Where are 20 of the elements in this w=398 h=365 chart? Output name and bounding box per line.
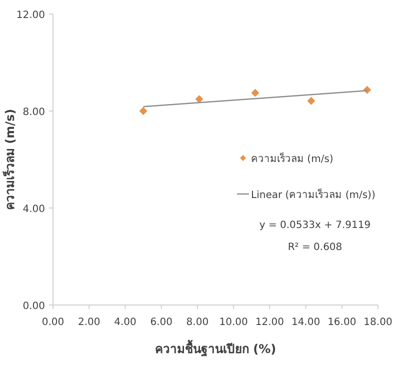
annotation: y = 0.0533x + 7.9119: [259, 220, 371, 231]
legend-label: Linear (ความเร็วลม (m/s)): [251, 187, 376, 201]
x-tick-label: 4.00: [114, 317, 136, 328]
x-tick-label: 16.00: [328, 317, 356, 328]
y-axis-title: ความเร็วลม (m/s): [2, 108, 17, 210]
y-tick-label: 0.00: [22, 301, 45, 312]
x-axis-title: ความชื้นฐานเปียก (%): [154, 339, 276, 357]
x-tick-label: 12.00: [255, 317, 284, 328]
x-tick-label: 18.00: [364, 317, 392, 328]
y-tick-label: 12.00: [16, 10, 45, 21]
y-tick-label: 4.00: [22, 204, 45, 215]
x-tick-label: 0.00: [42, 317, 64, 328]
x-tick-label: 14.00: [291, 317, 320, 328]
x-tick-label: 8.00: [186, 317, 209, 328]
legend-label: ความเร็วลม (m/s): [251, 151, 334, 165]
annotation: R² = 0.608: [288, 242, 342, 253]
x-tick-label: 2.00: [78, 317, 100, 328]
x-tick-label: 10.00: [219, 317, 248, 328]
y-tick-label: 8.00: [22, 107, 45, 118]
x-tick-label: 6.00: [150, 317, 172, 328]
